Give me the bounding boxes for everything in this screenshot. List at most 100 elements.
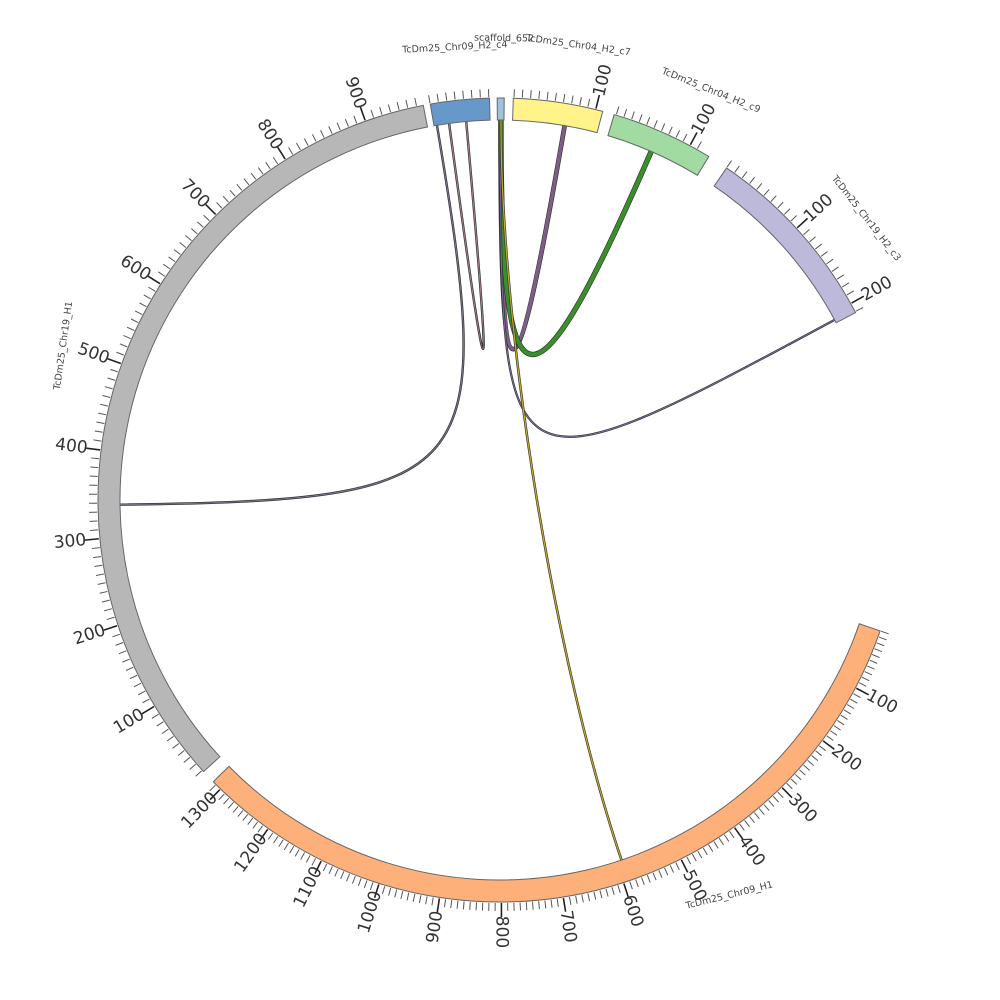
- minor-tick: [267, 832, 274, 840]
- minor-tick: [850, 698, 858, 704]
- minor-tick: [110, 368, 119, 373]
- minor-tick: [749, 176, 755, 184]
- minor-tick: [104, 608, 113, 612]
- tick-label-chr09_h1: 1000: [354, 888, 386, 935]
- minor-tick: [216, 202, 223, 209]
- minor-tick: [777, 791, 784, 799]
- minor-tick: [431, 897, 434, 906]
- minor-tick: [669, 865, 675, 873]
- minor-tick: [811, 755, 819, 762]
- minor-tick: [763, 804, 770, 811]
- major-tick: [103, 624, 118, 631]
- minor-tick: [322, 863, 328, 872]
- minor-tick: [91, 547, 100, 550]
- tick-label-chr09_h1: 700: [556, 909, 581, 944]
- minor-tick: [90, 529, 99, 531]
- minor-tick: [861, 676, 870, 682]
- link-edge: [499, 119, 836, 438]
- segment-scaffold_652: [496, 97, 505, 121]
- minor-tick: [400, 890, 404, 899]
- minor-tick: [91, 457, 100, 460]
- minor-tick: [880, 630, 889, 635]
- minor-tick: [257, 825, 264, 833]
- minor-tick: [137, 690, 146, 696]
- minor-tick: [713, 841, 719, 849]
- minor-tick: [739, 823, 745, 831]
- minor-tick: [443, 899, 447, 908]
- major-tick: [436, 898, 441, 913]
- minor-tick: [243, 178, 250, 186]
- minor-tick: [328, 866, 333, 874]
- minor-tick: [311, 858, 317, 866]
- minor-tick: [820, 251, 828, 257]
- minor-tick: [744, 819, 750, 827]
- major-tick: [314, 860, 322, 875]
- minor-tick: [303, 138, 309, 146]
- major-tick: [855, 687, 870, 696]
- minor-tick: [783, 208, 791, 215]
- minor-tick: [265, 162, 271, 170]
- segment-label-scaffold_652: scaffold_652: [474, 32, 534, 44]
- minor-tick: [453, 91, 456, 100]
- minor-tick: [575, 895, 578, 904]
- minor-tick: [320, 130, 325, 138]
- minor-tick: [363, 880, 368, 889]
- minor-tick: [163, 263, 171, 270]
- minor-tick: [668, 126, 673, 135]
- minor-tick: [635, 879, 639, 888]
- minor-tick: [675, 130, 681, 138]
- tick-label-chr09_h1: 400: [734, 832, 769, 870]
- major-tick: [851, 295, 865, 304]
- segment-label-chr19_h2_c3: TcDm25_Chr19_H2_c3: [829, 173, 903, 264]
- minor-tick: [638, 114, 643, 123]
- minor-tick: [840, 714, 848, 720]
- tick-label-chr09_h1: 100: [863, 685, 901, 718]
- minor-tick: [611, 886, 615, 895]
- minor-tick: [772, 795, 779, 803]
- minor-tick: [357, 878, 362, 887]
- minor-tick: [708, 844, 714, 852]
- minor-tick: [843, 709, 852, 715]
- minor-tick: [232, 806, 239, 813]
- minor-tick: [100, 403, 109, 407]
- minor-tick: [107, 377, 116, 381]
- minor-tick: [864, 671, 873, 676]
- minor-tick: [841, 282, 850, 288]
- minor-tick: [289, 845, 295, 854]
- segment-chr09_h1: [212, 623, 881, 903]
- segment-chr19_h2_c3: [713, 167, 857, 324]
- minor-tick: [682, 133, 688, 142]
- minor-tick: [790, 215, 797, 222]
- minor-tick: [340, 871, 345, 880]
- tick-label-chr19_h1: 600: [116, 251, 154, 285]
- tick-label-chr09_h1: 900: [423, 910, 448, 945]
- minor-tick: [134, 310, 143, 316]
- minor-tick: [139, 302, 147, 308]
- tick-label-chr09_h1: 600: [618, 893, 647, 930]
- minor-tick: [300, 852, 306, 860]
- minor-tick: [470, 89, 473, 99]
- minor-tick: [872, 654, 880, 659]
- minor-tick: [130, 318, 139, 323]
- minor-tick: [99, 590, 108, 594]
- minor-tick: [272, 156, 279, 165]
- segment-chr09_h2_c4: [429, 97, 491, 127]
- minor-tick: [112, 633, 121, 638]
- minor-tick: [617, 885, 621, 894]
- minor-tick: [177, 750, 185, 756]
- major-tick: [680, 859, 689, 873]
- minor-tick: [763, 189, 770, 196]
- minor-tick: [702, 847, 708, 856]
- link-ribbon: [448, 121, 485, 350]
- minor-tick: [826, 258, 834, 265]
- minor-tick: [581, 894, 584, 903]
- minor-tick: [283, 842, 289, 851]
- minor-tick: [242, 814, 249, 821]
- minor-tick: [257, 167, 264, 175]
- minor-tick: [799, 769, 806, 776]
- segment-chr04_h2_c7: [512, 97, 604, 134]
- major-tick: [141, 705, 155, 715]
- minor-tick: [101, 599, 110, 603]
- minor-tick: [756, 182, 763, 190]
